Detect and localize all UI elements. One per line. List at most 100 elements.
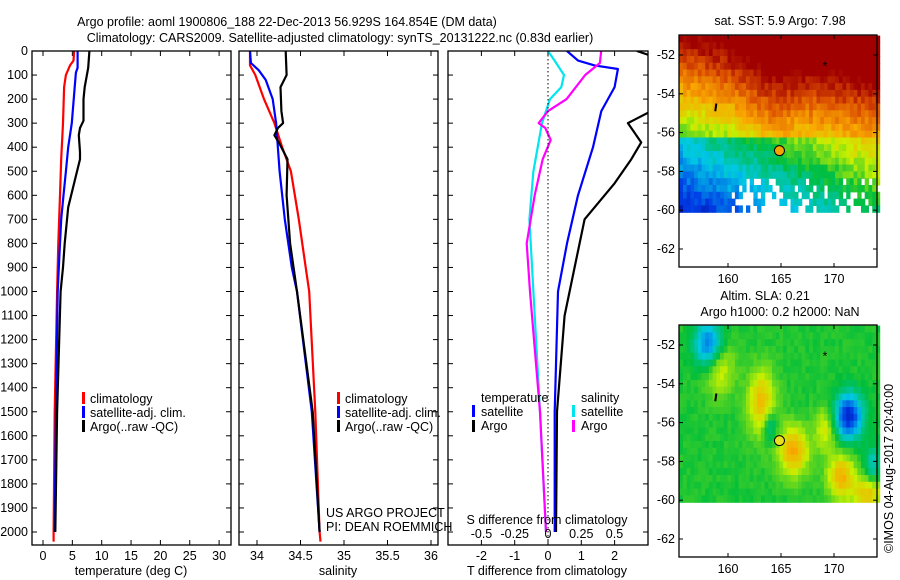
map-cell (708, 103, 714, 111)
map-cell (801, 407, 806, 415)
map-cell (772, 434, 777, 442)
map-cell (842, 359, 847, 367)
map-cell (798, 69, 803, 77)
map-cell (794, 117, 799, 125)
map-cell (757, 144, 762, 152)
map-cell (816, 42, 821, 50)
map-cell (801, 137, 806, 145)
map-cell (720, 488, 725, 496)
map-cell (768, 103, 773, 111)
map-cell (708, 130, 714, 139)
map-cell (853, 62, 858, 71)
map-cell (775, 475, 780, 483)
map-cell (746, 157, 751, 166)
map-cell (723, 171, 729, 179)
map-cell (697, 198, 703, 206)
map-cell (786, 103, 792, 111)
map-cell (746, 325, 751, 333)
map-cell (746, 76, 751, 84)
map-cell (779, 393, 784, 401)
map-cell (827, 56, 832, 64)
map-cell (701, 427, 706, 435)
map-cell (823, 83, 829, 91)
map-cell (768, 400, 773, 408)
map-cell (753, 110, 758, 118)
map-cell (820, 123, 825, 132)
map-cell (864, 157, 869, 166)
map-cell (783, 373, 788, 381)
map-cell (690, 420, 695, 429)
map-cell (720, 379, 725, 388)
map-cell (734, 454, 740, 462)
map-cell (679, 205, 684, 213)
map-cell (872, 62, 877, 71)
map-cell (857, 117, 862, 125)
map-cell (772, 83, 777, 91)
map-cell (861, 454, 866, 462)
map-cell (753, 434, 758, 442)
map-cell (738, 157, 743, 166)
map-cell (723, 346, 729, 354)
map-cell (690, 103, 695, 111)
map-cell (820, 164, 825, 172)
map-cell (757, 475, 762, 483)
map-cell (779, 164, 784, 172)
map-cell (786, 332, 792, 340)
map-cell (838, 83, 844, 91)
map-cell (738, 488, 743, 496)
map-cell (812, 178, 818, 186)
map-cell (746, 420, 751, 429)
map-cell (801, 62, 806, 71)
map-cell (779, 379, 784, 388)
map-cell (783, 407, 788, 415)
map-cell (783, 441, 788, 449)
map-cell (875, 144, 881, 152)
map-cell (705, 475, 710, 483)
map-cell (875, 123, 881, 132)
map-cell (875, 89, 881, 98)
map-cell (760, 427, 766, 435)
map-cell (838, 117, 844, 125)
map-cell (757, 434, 762, 442)
map-cell (746, 407, 751, 415)
map-cell (708, 413, 714, 422)
map-cell (679, 352, 684, 361)
map-cell (690, 171, 695, 179)
map-cell (768, 339, 773, 347)
map-cell (831, 178, 836, 186)
map-cell (775, 130, 780, 139)
map-cell (731, 144, 736, 152)
map-cell (801, 434, 806, 442)
map-cell (831, 164, 836, 172)
map-cell (738, 144, 743, 152)
map-cell (812, 495, 818, 503)
map-cell (790, 157, 795, 166)
map-cell (716, 137, 721, 145)
map-cell (705, 454, 710, 462)
map-cell (823, 117, 829, 125)
map-cell (842, 495, 847, 503)
map-cell (686, 481, 691, 490)
map-cell (686, 393, 691, 401)
map-cell (820, 332, 825, 340)
lat-tick-label: -62 (657, 242, 675, 256)
map-cell (798, 420, 803, 429)
map-cell (683, 178, 688, 186)
map-cell (838, 488, 844, 496)
map-cell (753, 157, 758, 166)
map-cell (842, 352, 847, 361)
map-cell (790, 117, 795, 125)
map-cell (846, 475, 851, 483)
legend-swatch-s-argo (572, 420, 575, 432)
map-cell (779, 359, 784, 367)
map-cell (846, 325, 851, 333)
map-cell (875, 76, 881, 84)
map-cell (772, 454, 777, 462)
map-cell (723, 83, 729, 91)
map-cell (842, 427, 847, 435)
map-cell (786, 495, 792, 503)
map-cell (690, 346, 695, 354)
map-cell (875, 400, 881, 408)
map-cell (849, 495, 855, 503)
map-cell (742, 56, 747, 64)
